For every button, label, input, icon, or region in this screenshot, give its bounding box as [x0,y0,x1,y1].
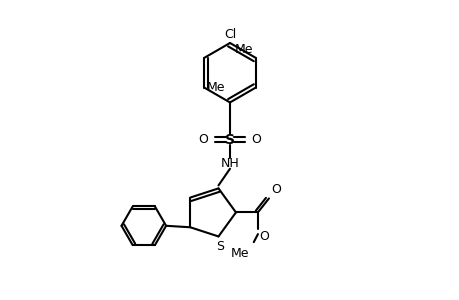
Text: Me: Me [207,81,225,94]
Text: S: S [216,240,224,253]
Text: S: S [224,133,235,147]
Text: Me: Me [234,44,252,56]
Text: O: O [251,133,261,146]
Text: Me: Me [230,247,249,260]
Text: NH: NH [220,157,239,170]
Text: O: O [271,183,280,196]
Text: O: O [198,133,208,146]
Text: Cl: Cl [224,28,235,40]
Text: O: O [259,230,269,243]
